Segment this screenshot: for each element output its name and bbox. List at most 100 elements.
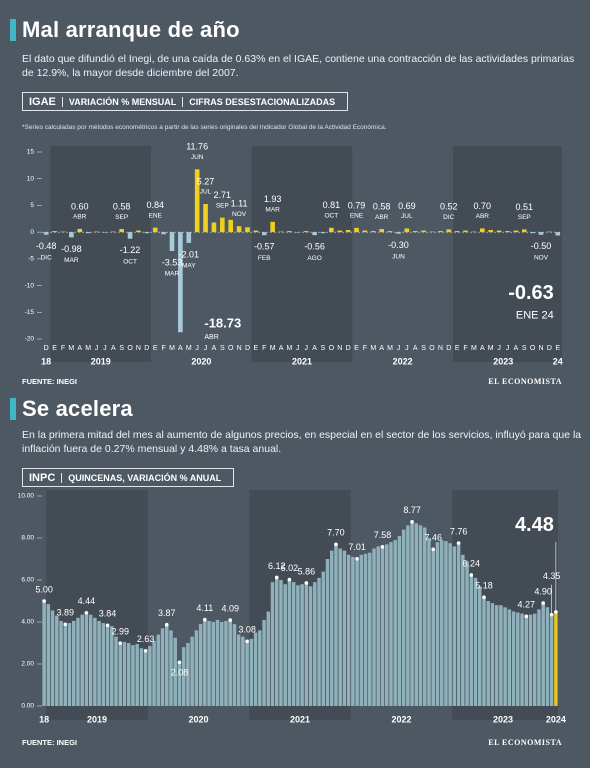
bar	[190, 636, 194, 706]
title: Mal arranque de año	[22, 17, 240, 42]
header-part: CIFRAS DESESTACIONALIZADAS	[182, 96, 341, 107]
bar	[507, 609, 512, 706]
x-tick-label: E	[555, 345, 560, 352]
bar	[528, 614, 533, 706]
source: FUENTE: INEGI	[22, 377, 78, 386]
data-label: 7.58	[374, 530, 392, 540]
accent	[10, 19, 16, 41]
bar	[538, 232, 544, 235]
x-tick-label: M	[85, 345, 91, 352]
bar	[482, 597, 486, 706]
bar	[186, 643, 190, 706]
bar	[516, 612, 520, 706]
paragraph: En la primera mitad del mes al aumento d…	[22, 429, 582, 455]
x-tick-label: E	[354, 345, 359, 352]
bar	[207, 620, 211, 706]
x-tick-label: A	[312, 345, 317, 352]
data-label: 3.08	[238, 625, 256, 635]
bar	[211, 222, 217, 233]
bar	[438, 231, 443, 233]
data-label: 6.02	[281, 563, 299, 573]
data-label: 2.99	[111, 627, 129, 637]
bar	[161, 232, 166, 235]
bar	[427, 538, 431, 706]
data-label: -3.53	[162, 257, 183, 267]
bar	[520, 613, 524, 706]
point-dot	[524, 614, 529, 619]
bar	[203, 203, 208, 233]
x-year-label: 2020	[191, 356, 211, 366]
chart-header: INPC QUINCENAS, VARIACIÓN % ANUAL	[22, 468, 235, 487]
x-tick-label: N	[237, 345, 242, 352]
x-tick-label: D	[346, 345, 351, 352]
logo: EL ECONOMISTA	[488, 738, 562, 747]
bar	[215, 619, 220, 706]
year-band	[452, 490, 554, 720]
bar	[295, 232, 301, 233]
x-tick-label: D	[446, 345, 451, 352]
point-dot	[287, 577, 292, 582]
data-label: 0.58	[113, 201, 131, 211]
bar	[122, 641, 127, 706]
bar	[372, 548, 376, 706]
data-label: 0.60	[71, 201, 89, 211]
bar	[473, 577, 478, 706]
data-label: 2.63	[137, 634, 155, 644]
y-tick-label: 8.00	[21, 535, 34, 542]
data-label: 6.12	[268, 561, 286, 571]
bar	[317, 577, 321, 706]
point-dot	[334, 542, 338, 547]
header-part: INPC	[29, 471, 56, 484]
data-label: 5.00	[35, 584, 53, 594]
bar	[555, 232, 561, 236]
y-tick-label: -15	[25, 309, 35, 316]
bar	[537, 609, 541, 706]
bar	[313, 582, 317, 706]
bar	[406, 525, 410, 706]
bar	[55, 615, 59, 706]
bar	[448, 543, 452, 706]
bar	[423, 527, 427, 706]
bar	[490, 603, 495, 706]
data-label: 0.79	[348, 200, 366, 210]
bar	[198, 624, 203, 706]
y-tick-label: 10.00	[18, 493, 35, 500]
point-dot	[541, 601, 545, 605]
point-label: JUL	[200, 189, 212, 196]
point-dot	[274, 575, 279, 580]
data-label: 7.76	[450, 526, 468, 536]
bar	[279, 580, 283, 706]
x-tick-label: F	[363, 345, 367, 352]
x-tick-label: E	[455, 345, 460, 352]
bar	[236, 226, 242, 233]
bar	[270, 582, 275, 706]
bar	[85, 232, 91, 234]
x-tick-label: A	[178, 345, 183, 352]
x-tick-label: O	[329, 345, 335, 352]
point-label: ENE	[350, 213, 364, 220]
bar	[67, 623, 72, 706]
y-tick-label: 10	[27, 175, 35, 182]
x-tick-label: N	[539, 345, 544, 352]
point-label: MAY	[182, 263, 196, 270]
bar	[287, 579, 292, 706]
bar	[303, 231, 309, 233]
data-label: 0.70	[474, 201, 492, 211]
x-year-label: 2023	[493, 714, 513, 724]
point-label: FEB	[258, 255, 271, 262]
bar	[52, 231, 57, 233]
point-label: ABR	[73, 214, 87, 221]
x-year-label: 2021	[290, 714, 310, 724]
x-tick-label: A	[514, 345, 519, 352]
x-tick-label: A	[480, 345, 485, 352]
bar	[454, 231, 460, 233]
bar	[165, 624, 169, 706]
x-tick-label: J	[397, 345, 401, 352]
x-year-label: 2019	[87, 714, 107, 724]
x-tick-label: S	[220, 345, 225, 352]
bar	[169, 630, 173, 706]
point-dot	[304, 581, 309, 585]
bar	[80, 614, 84, 706]
bar	[496, 230, 502, 233]
bar	[253, 230, 259, 233]
